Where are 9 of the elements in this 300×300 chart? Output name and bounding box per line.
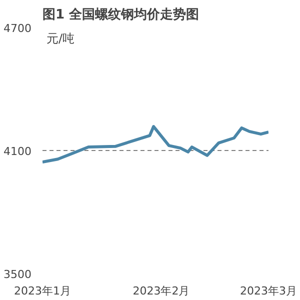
y-tick-label: 4100 <box>4 145 32 158</box>
x-tick-label: 2023年3月 <box>240 284 298 298</box>
chart-title: 图1 全国螺纹钢均价走势图 <box>42 6 200 22</box>
y-tick-label: 4700 <box>4 22 32 35</box>
y-axis-title: 元/吨 <box>46 32 75 46</box>
y-tick-label: 3500 <box>4 268 32 281</box>
x-tick-label: 2023年2月 <box>132 284 190 298</box>
line-series <box>42 125 268 164</box>
x-tick-label: 2023年1月 <box>14 284 72 298</box>
